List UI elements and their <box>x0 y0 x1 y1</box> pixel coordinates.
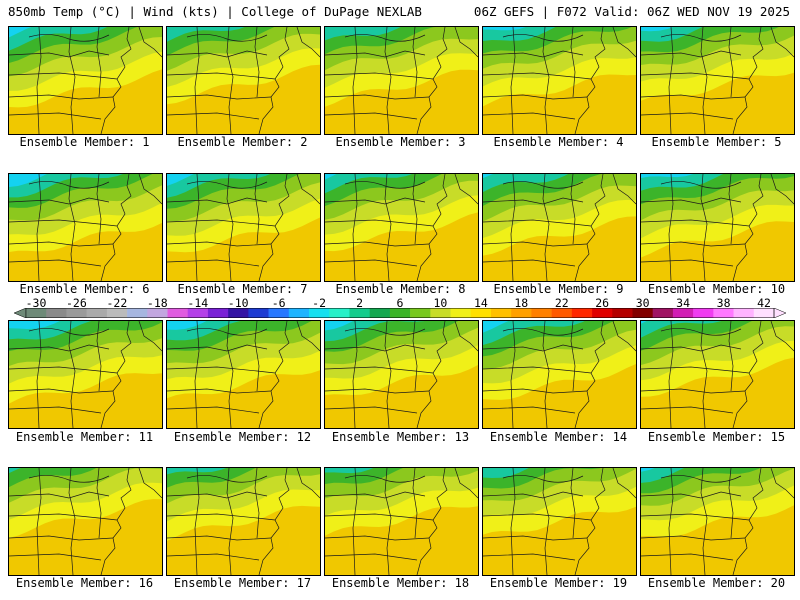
colorbar-tick-label: -14 <box>187 296 209 310</box>
colorbar-tick-label: -18 <box>146 296 168 310</box>
colorbar-tick-label: -30 <box>25 296 47 310</box>
ensemble-member-label: Ensemble Member: 11 <box>15 430 154 444</box>
colorbar-tick-label: 2 <box>356 296 364 310</box>
ensemble-member-label: Ensemble Member: 8 <box>335 282 466 296</box>
colorbar-tick-label: -2 <box>312 296 327 310</box>
colorbar-tick-label: 26 <box>595 296 610 310</box>
ensemble-member-label: Ensemble Member: 17 <box>173 576 312 590</box>
header-title: 850mb Temp (°C) | Wind (kts) | College o… <box>8 4 422 19</box>
ensemble-member-map <box>640 173 795 282</box>
ensemble-member-label: Ensemble Member: 10 <box>647 282 786 296</box>
ensemble-member-map <box>482 467 637 576</box>
ensemble-member-label: Ensemble Member: 12 <box>173 430 312 444</box>
ensemble-member-label: Ensemble Member: 14 <box>489 430 628 444</box>
colorbar-tick-label: 10 <box>433 296 448 310</box>
colorbar-tick-label: 18 <box>514 296 529 310</box>
ensemble-member-map <box>482 320 637 429</box>
colorbar-tick-label: 42 <box>757 296 771 310</box>
ensemble-member-label: Ensemble Member: 13 <box>331 430 470 444</box>
ensemble-member-label: Ensemble Member: 15 <box>647 430 786 444</box>
ensemble-member-map <box>166 26 321 135</box>
ensemble-member-label: Ensemble Member: 18 <box>331 576 470 590</box>
ensemble-member-label: Ensemble Member: 20 <box>647 576 786 590</box>
colorbar-tick-label: 14 <box>473 296 488 310</box>
ensemble-member-map <box>640 467 795 576</box>
ensemble-member-map <box>482 26 637 135</box>
ensemble-member-label: Ensemble Member: 6 <box>19 282 150 296</box>
ensemble-member-label: Ensemble Member: 1 <box>19 135 150 149</box>
colorbar-tick-label: 38 <box>716 296 731 310</box>
ensemble-member-map <box>640 320 795 429</box>
ensemble-member-map <box>640 26 795 135</box>
colorbar-tick-label: -26 <box>66 296 87 310</box>
ensemble-member-map <box>324 467 479 576</box>
colorbar-tick-label: 34 <box>676 296 691 310</box>
ensemble-member-label: Ensemble Member: 7 <box>177 282 308 296</box>
colorbar-tick-label: 30 <box>635 296 650 310</box>
header-run-info: 06Z GEFS | F072 Valid: 06Z WED NOV 19 20… <box>473 4 790 19</box>
ensemble-member-map <box>166 467 321 576</box>
ensemble-member-label: Ensemble Member: 5 <box>651 135 782 149</box>
ensemble-member-map <box>8 320 163 429</box>
colorbar-tick-label: 22 <box>554 296 569 310</box>
colorbar-tick-label: -6 <box>271 296 286 310</box>
ensemble-member-map <box>482 173 637 282</box>
ensemble-member-map <box>166 173 321 282</box>
ensemble-member-map <box>324 320 479 429</box>
colorbar-tick-label: -10 <box>227 296 249 310</box>
colorbar-tick-label: -22 <box>106 296 128 310</box>
ensemble-member-map <box>324 26 479 135</box>
colorbar-tick-label: 6 <box>396 296 404 310</box>
ensemble-member-label: Ensemble Member: 2 <box>177 135 308 149</box>
ensemble-member-map <box>166 320 321 429</box>
ensemble-member-map <box>8 26 163 135</box>
ensemble-member-label: Ensemble Member: 16 <box>15 576 154 590</box>
ensemble-member-map <box>8 467 163 576</box>
ensemble-member-label: Ensemble Member: 4 <box>493 135 624 149</box>
temperature-colorbar <box>14 308 786 318</box>
ensemble-member-label: Ensemble Member: 9 <box>493 282 624 296</box>
ensemble-member-label: Ensemble Member: 19 <box>489 576 628 590</box>
ensemble-member-label: Ensemble Member: 3 <box>335 135 466 149</box>
ensemble-member-map <box>8 173 163 282</box>
ensemble-member-map <box>324 173 479 282</box>
